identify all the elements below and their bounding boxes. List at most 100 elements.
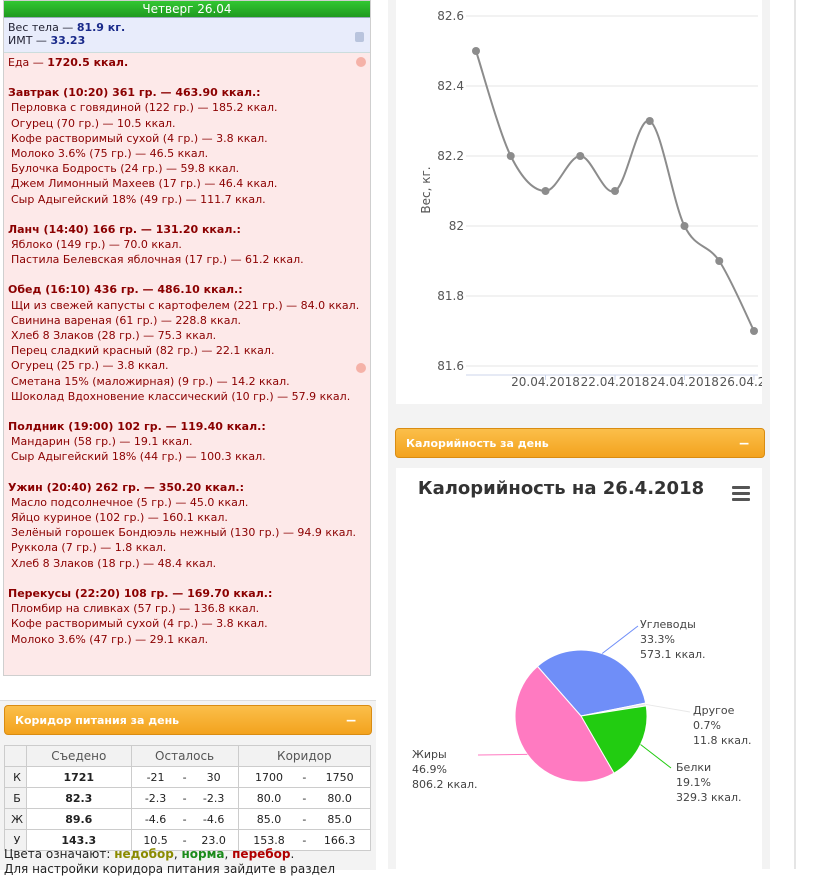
meal-item[interactable]: Кофе растворимый сухой (4 гр.) — 3.8 кка…	[11, 617, 268, 631]
meal-title[interactable]: Обед (16:10) 436 гр. — 486.10 ккал.:	[8, 283, 243, 297]
corridor-max-cell: 85.0	[309, 808, 372, 830]
pie-label-pct: 19.1%	[676, 776, 711, 789]
food-total: Еда — 1720.5 ккал.	[8, 55, 366, 70]
corridor-header[interactable]: Коридор питания за день −	[4, 705, 372, 735]
meal-item[interactable]: Кофе растворимый сухой (4 гр.) — 3.8 кка…	[11, 131, 268, 145]
collapse-button[interactable]: −	[738, 436, 750, 452]
remaining-min-cell: -21	[130, 766, 180, 788]
corridor-min-cell: 153.8	[237, 829, 300, 851]
weight-point	[715, 257, 724, 265]
pie-slice	[536, 649, 647, 717]
calories-pie-chart: Углеводы 33.3% 573.1 ккал. Другое 0.7% 11.8 к…	[412, 618, 752, 804]
food-value: 1720.5 ккал.	[47, 56, 129, 69]
meal-block: Перекусы (22:20) 108 гр. — 169.70 ккал.:…	[8, 586, 366, 647]
pie-connector	[640, 744, 672, 769]
meal-item[interactable]: Молоко 3.6% (47 гр.) — 29.1 ккал.	[11, 632, 209, 646]
delete-icon[interactable]	[355, 32, 364, 42]
corridor-row: Ж 89.6 -4.6- -4.6 85.0-85.0	[4, 808, 372, 830]
body-stats: Вес тела — 81.9 кг. ИМТ — 33.23	[4, 17, 370, 53]
pie-label-name: Другое	[693, 704, 735, 717]
meal-item[interactable]: Сметана 15% (маложирная) (9 гр.) — 14.2 …	[11, 374, 290, 388]
meal-item[interactable]: Перловка с говядиной (122 гр.) — 185.2 к…	[11, 101, 278, 115]
pie-connector	[645, 703, 691, 713]
bmi-label: ИМТ —	[8, 34, 51, 47]
meal-item[interactable]: Яйцо куриное (102 гр.) — 160.1 ккал.	[11, 511, 228, 525]
eaten-cell: 89.6	[26, 808, 132, 830]
eaten-cell: 82.3	[26, 787, 132, 809]
meal-title[interactable]: Полдник (19:00) 102 гр. — 119.40 ккал.:	[8, 420, 266, 434]
eaten-cell: 143.3	[26, 829, 132, 851]
dash-cell: -	[299, 787, 310, 809]
x-tick-label: 22.04.2018	[581, 375, 650, 389]
corridor-row: У 143.3 10.5-23.0 153.8-166.3	[4, 829, 372, 851]
meal-item[interactable]: Сыр Адыгейский 18% (49 гр.) — 111.7 ккал…	[11, 192, 266, 206]
meal-item[interactable]: Мандарин (58 гр.) — 19.1 ккал.	[11, 435, 193, 449]
corridor-min-cell: 85.0	[237, 808, 300, 830]
day-title: Четверг 26.04	[4, 1, 370, 17]
meal-diary: Еда — 1720.5 ккал. Завтрак (10:20) 361 г…	[4, 53, 370, 649]
legend-prefix: Цвета означают:	[4, 847, 115, 861]
meal-item[interactable]: Свинина вареная (61 гр.) — 228.8 ккал.	[11, 313, 241, 327]
meal-item[interactable]: Руккола (7 гр.) — 1.8 ккал.	[11, 541, 167, 555]
x-tick-label: 24.04.2018	[650, 375, 719, 389]
pin-icon[interactable]	[356, 363, 366, 373]
corridor-title: Коридор питания за день	[15, 714, 180, 727]
meal-title[interactable]: Ужин (20:40) 262 гр. — 350.20 ккал.:	[8, 480, 244, 494]
meal-item[interactable]: Масло подсолнечное (5 гр.) — 45.0 ккал.	[11, 495, 249, 509]
meal-title[interactable]: Завтрак (10:20) 361 гр. — 463.90 ккал.:	[8, 86, 261, 100]
corridor-min-cell: 1700	[237, 766, 300, 788]
legend-norm: норма	[181, 847, 225, 861]
corridor-max-cell: 80.0	[309, 787, 372, 809]
meal-title[interactable]: Ланч (14:40) 166 гр. — 131.20 ккал.:	[8, 222, 241, 236]
eaten-cell: 1721	[26, 766, 132, 788]
pie-label-kcal: 329.3 ккал.	[676, 791, 742, 804]
remaining-max-cell: -2.3	[189, 787, 239, 809]
pie-label-name: Белки	[676, 761, 711, 774]
weight-point	[750, 327, 758, 335]
meal-item[interactable]: Зелёный горошек Бондюэль нежный (130 гр.…	[11, 526, 356, 540]
food-label: Еда —	[8, 56, 48, 69]
x-tick-label: 26.04.2018	[720, 375, 762, 389]
nutrient-cell: У	[4, 829, 27, 851]
x-tick-label: 20.04.2018	[511, 375, 580, 389]
meal-item[interactable]: Хлеб 8 Злаков (28 гр.) — 75.3 ккал.	[11, 329, 217, 343]
nutrient-cell: Б	[4, 787, 27, 809]
meal-item[interactable]: Пастила Белевская яблочная (17 гр.) — 61…	[11, 253, 304, 267]
meal-item[interactable]: Джем Лимонный Махеев (17 гр.) — 46.4 кка…	[11, 177, 278, 191]
pin-icon[interactable]	[356, 57, 366, 67]
day-diary-panel: Четверг 26.04 Вес тела — 81.9 кг. ИМТ — …	[3, 0, 371, 676]
bmi-value: 33.23	[50, 34, 86, 47]
calories-header[interactable]: Калорийность за день −	[395, 428, 765, 458]
dash-cell: -	[179, 808, 190, 830]
meal-item[interactable]: Щи из свежей капусты с картофелем (221 г…	[11, 298, 360, 312]
pie-label-kcal: 11.8 ккал.	[693, 734, 752, 747]
collapse-button[interactable]: −	[345, 713, 357, 729]
legend-under: недобор	[114, 847, 174, 861]
meal-item[interactable]: Булочка Бодрость (24 гр.) — 59.8 ккал.	[11, 162, 240, 176]
remaining-max-cell: 23.0	[189, 829, 239, 851]
corridor-hint: Для настройки коридора питания зайдите в…	[4, 862, 335, 876]
remaining-min-cell: -2.3	[130, 787, 180, 809]
meal-item[interactable]: Яблоко (149 гр.) — 70.0 ккал.	[11, 238, 182, 252]
meals-list: Завтрак (10:20) 361 гр. — 463.90 ккал.: П…	[8, 85, 366, 647]
meal-item[interactable]: Огурец (70 гр.) — 10.5 ккал.	[11, 116, 176, 130]
meal-item[interactable]: Шоколад Вдохновение классический (10 гр.…	[11, 389, 351, 403]
remaining-min-cell: -4.6	[130, 808, 180, 830]
remaining-max-cell: 30	[189, 766, 239, 788]
meal-title[interactable]: Перекусы (22:20) 108 гр. — 169.70 ккал.:	[8, 586, 273, 600]
menu-icon[interactable]	[732, 486, 750, 504]
meal-item[interactable]: Сыр Адыгейский 18% (44 гр.) — 100.3 ккал…	[11, 450, 266, 464]
scroll-gutter	[794, 0, 796, 869]
meal-item[interactable]: Молоко 3.6% (75 гр.) — 46.5 ккал.	[11, 147, 209, 161]
col-header	[4, 745, 27, 767]
calories-pie-box: Калорийность на 26.4.2018 Углеводы 33.3% 5…	[396, 468, 762, 869]
meal-item[interactable]: Огурец (25 гр.) — 3.8 ккал.	[11, 359, 169, 373]
bmi-row: ИМТ — 33.23	[8, 34, 366, 47]
dash-cell: -	[179, 829, 190, 851]
weight-point	[611, 187, 619, 195]
calories-title: Калорийность за день	[406, 437, 549, 450]
pie-label-pct: 33.3%	[640, 633, 675, 646]
meal-item[interactable]: Пломбир на сливках (57 гр.) — 136.8 ккал…	[11, 602, 260, 616]
meal-item[interactable]: Хлеб 8 Злаков (18 гр.) — 48.4 ккал.	[11, 556, 217, 570]
meal-item[interactable]: Перец сладкий красный (82 гр.) — 22.1 кк…	[11, 344, 275, 358]
